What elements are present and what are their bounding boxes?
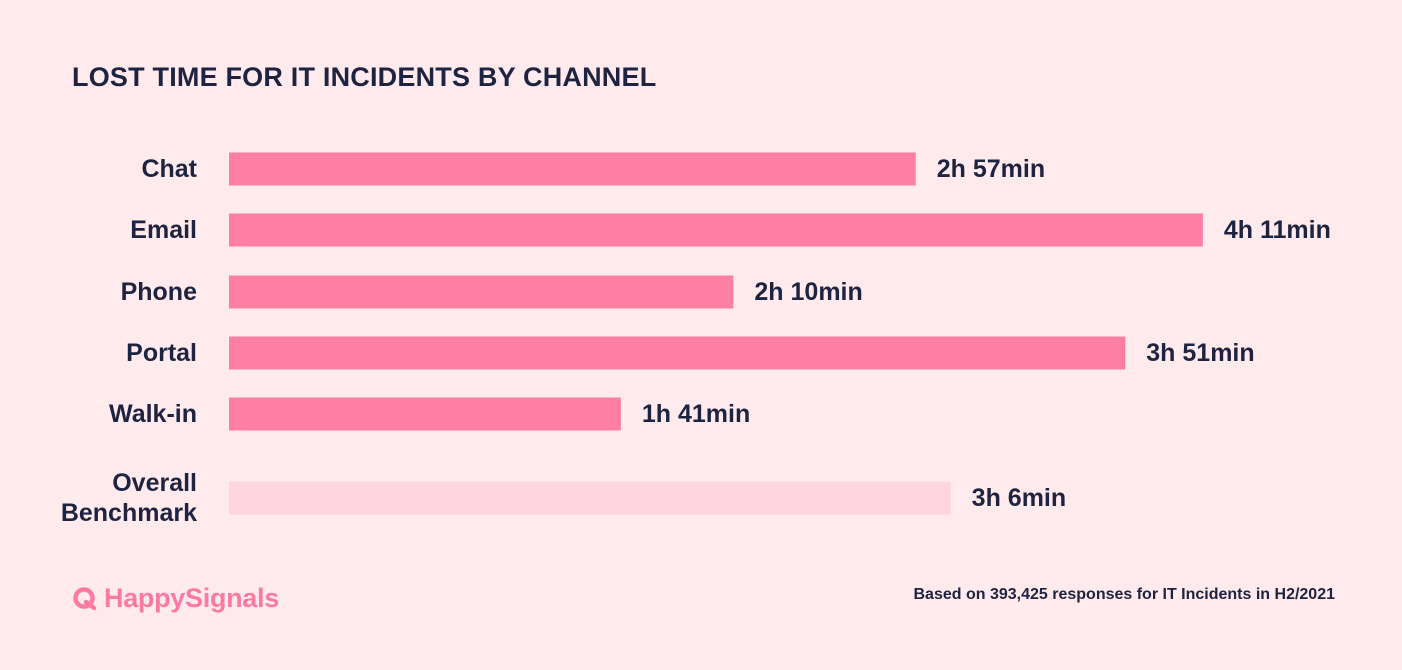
bar-overall-benchmark [229, 482, 951, 515]
category-label: Portal [126, 339, 197, 367]
value-label: 2h 10min [754, 278, 862, 306]
category-label: Overall [112, 469, 197, 497]
value-label: 4h 11min [1224, 216, 1331, 244]
footnote: Based on 393,425 responses for IT Incide… [914, 586, 1336, 604]
happysignals-logo: HappySignals [72, 583, 279, 614]
bar-walk-in [229, 398, 621, 431]
value-label: 1h 41min [642, 400, 750, 428]
value-label: 3h 6min [972, 484, 1066, 512]
value-label: 2h 57min [937, 155, 1045, 183]
category-label: Phone [121, 278, 197, 306]
value-label: 3h 51min [1146, 339, 1254, 367]
bar-chart: Chat 2h 57min Email 4h 11min Phone 2h 10min Po… [0, 0, 1402, 670]
category-label: Chat [141, 155, 197, 183]
bar-portal [229, 337, 1125, 370]
bar-phone [229, 276, 733, 309]
category-label: Benchmark [61, 499, 197, 527]
chart-canvas: LOST TIME FOR IT INCIDENTS BY CHANNEL Ch… [0, 0, 1402, 670]
bar-email [229, 214, 1203, 247]
bar-chat [229, 153, 916, 186]
happysignals-logo-icon [72, 586, 98, 612]
category-label: Walk-in [109, 400, 197, 428]
logo-text: HappySignals [104, 583, 279, 614]
category-label: Email [130, 216, 197, 244]
